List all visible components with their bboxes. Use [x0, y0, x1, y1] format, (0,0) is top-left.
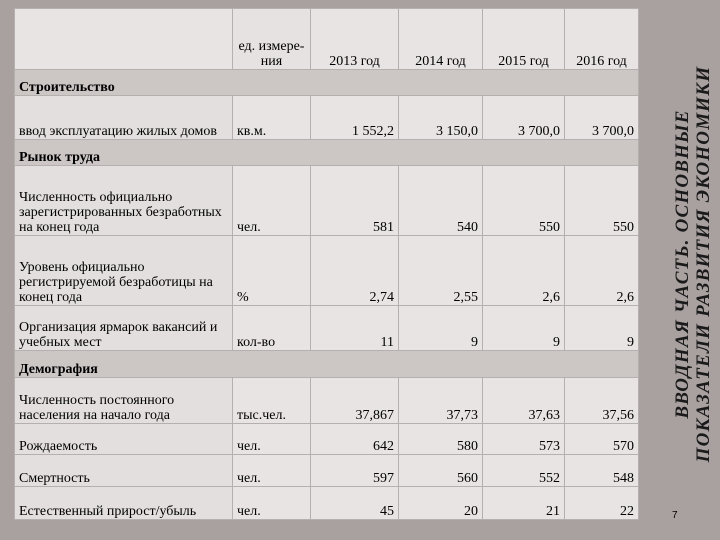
table-row: Уровень официально регистрируемой безраб…: [14, 235, 639, 307]
value-cell: 2,55: [398, 235, 483, 307]
value-cell: 22: [564, 486, 639, 520]
value-cell: 540: [398, 165, 483, 237]
row-unit: кв.м.: [232, 94, 311, 140]
section-title: Строительство: [14, 68, 639, 96]
table-row: Рождаемость чел. 642 580 573 570: [14, 422, 639, 456]
value-cell: 21: [482, 486, 565, 520]
value-cell: 573: [482, 422, 565, 456]
section-title: Демография: [14, 350, 639, 378]
value-cell: 1 552,2: [310, 94, 399, 140]
value-cell: 45: [310, 486, 399, 520]
value-cell: 37,56: [564, 376, 639, 424]
value-cell: 552: [482, 453, 565, 488]
header-row: ед. измере-ния 2013 год 2014 год 2015 го…: [14, 8, 639, 70]
value-cell: 581: [310, 165, 399, 237]
table-row: Естественный прирост/убыль чел. 45 20 21…: [14, 486, 639, 520]
table-row: Смертность чел. 597 560 552 548: [14, 453, 639, 488]
value-cell: 2,74: [310, 235, 399, 307]
indicators-table: ед. измере-ния 2013 год 2014 год 2015 го…: [14, 8, 639, 520]
value-cell: 37,63: [482, 376, 565, 424]
value-cell: 37,73: [398, 376, 483, 424]
section-demography: Демография: [14, 350, 639, 378]
value-cell: 580: [398, 422, 483, 456]
section-title: Рынок труда: [14, 138, 639, 167]
row-unit: чел.: [232, 422, 311, 456]
value-cell: 9: [564, 305, 639, 352]
row-label: ввод эксплуатацию жилых домов: [14, 94, 233, 140]
unit-header: ед. измере-ния: [232, 8, 311, 70]
value-cell: 560: [398, 453, 483, 488]
row-unit: чел.: [232, 165, 311, 237]
header-blank-cell: [14, 8, 233, 70]
value-cell: 9: [482, 305, 565, 352]
value-cell: 9: [398, 305, 483, 352]
table-row: Численность постоянного населения на нач…: [14, 376, 639, 424]
value-cell: 20: [398, 486, 483, 520]
row-label: Рождаемость: [14, 422, 233, 456]
year-header-2015: 2015 год: [482, 8, 565, 70]
row-label: Уровень официально регистрируемой безраб…: [14, 235, 233, 307]
value-cell: 550: [482, 165, 565, 237]
row-unit: чел.: [232, 486, 311, 520]
year-header-2014: 2014 год: [398, 8, 483, 70]
row-label: Организация ярмарок вакансий и учебных м…: [14, 305, 233, 352]
side-title: ВВОДНАЯ ЧАСТЬ. ОСНОВНЫЕ ПОКАЗАТЕЛИ РАЗВИ…: [670, 4, 714, 524]
page-number: 7: [672, 510, 678, 521]
value-cell: 570: [564, 422, 639, 456]
table-row: Численность официально зарегистрированны…: [14, 165, 639, 237]
table-row: ввод эксплуатацию жилых домов кв.м. 1 55…: [14, 94, 639, 140]
value-cell: 642: [310, 422, 399, 456]
value-cell: 3 150,0: [398, 94, 483, 140]
value-cell: 3 700,0: [564, 94, 639, 140]
value-cell: 37,867: [310, 376, 399, 424]
side-title-line2: ПОКАЗАТЕЛИ РАЗВИТИЯ ЭКОНОМИКИ: [693, 65, 714, 463]
year-header-2013: 2013 год: [310, 8, 399, 70]
value-cell: 550: [564, 165, 639, 237]
row-unit: %: [232, 235, 311, 307]
row-label: Смертность: [14, 453, 233, 488]
row-label: Численность официально зарегистрированны…: [14, 165, 233, 237]
row-label: Численность постоянного населения на нач…: [14, 376, 233, 424]
value-cell: 597: [310, 453, 399, 488]
table-row: Организация ярмарок вакансий и учебных м…: [14, 305, 639, 352]
year-header-2016: 2016 год: [564, 8, 639, 70]
value-cell: 11: [310, 305, 399, 352]
section-labor: Рынок труда: [14, 138, 639, 167]
value-cell: 2,6: [482, 235, 565, 307]
row-unit: тыс.чел.: [232, 376, 311, 424]
row-unit: кол-во: [232, 305, 311, 352]
value-cell: 3 700,0: [482, 94, 565, 140]
side-title-line1: ВВОДНАЯ ЧАСТЬ. ОСНОВНЫЕ: [672, 109, 693, 419]
value-cell: 2,6: [564, 235, 639, 307]
row-label: Естественный прирост/убыль: [14, 486, 233, 520]
section-construction: Строительство: [14, 68, 639, 96]
row-unit: чел.: [232, 453, 311, 488]
value-cell: 548: [564, 453, 639, 488]
